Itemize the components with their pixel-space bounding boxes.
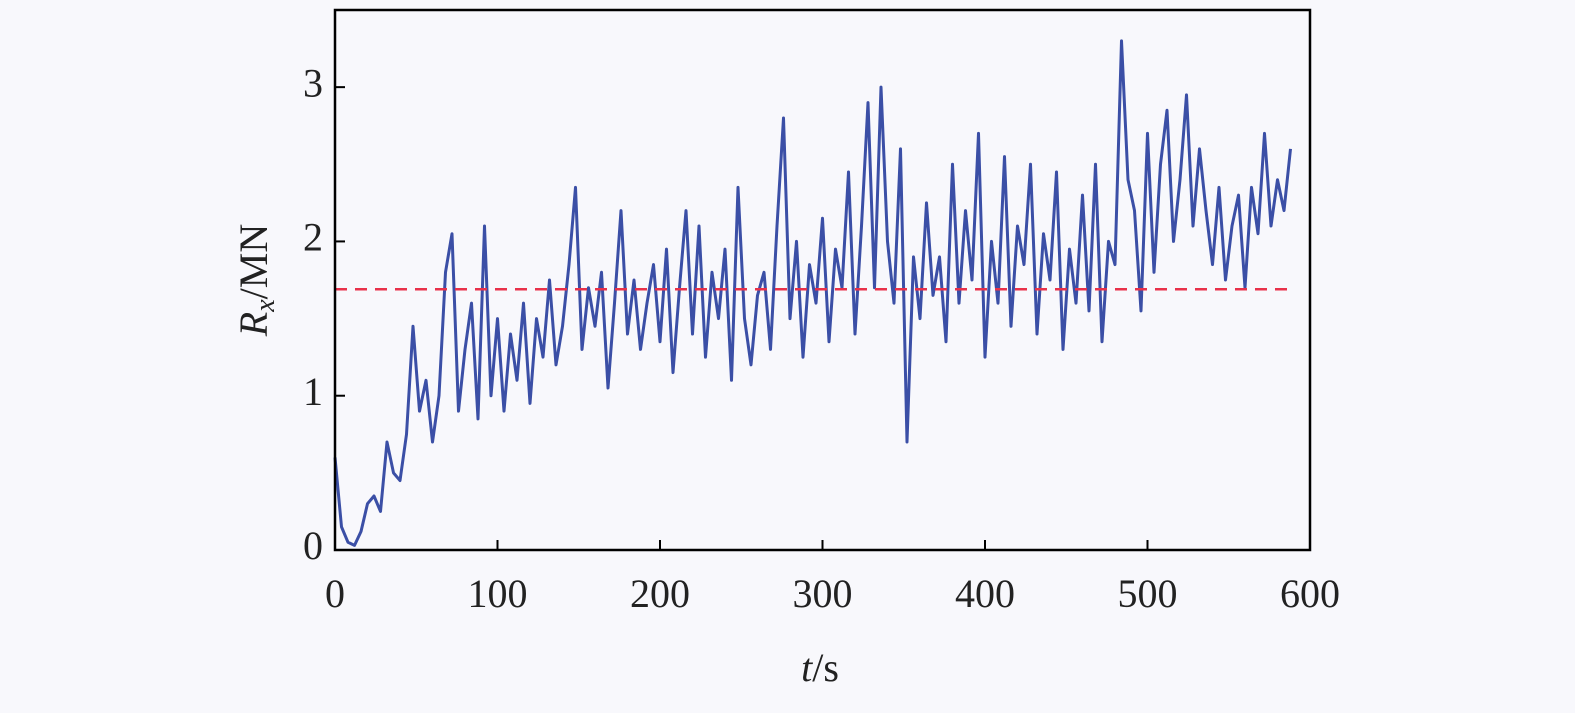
y-tick-label: 0 bbox=[303, 523, 323, 568]
y-label-symbol: R bbox=[231, 312, 276, 337]
x-tick-label: 100 bbox=[468, 571, 528, 616]
plot-frame bbox=[333, 8, 1312, 552]
x-axis-label: t/s bbox=[801, 645, 839, 690]
data-line bbox=[333, 39, 1292, 547]
x-label-unit: /s bbox=[812, 645, 839, 690]
x-tick-label: 0 bbox=[325, 571, 345, 616]
x-tick-label: 600 bbox=[1280, 571, 1340, 616]
y-tick-label: 1 bbox=[303, 369, 323, 414]
x-tick-label: 200 bbox=[630, 571, 690, 616]
x-label-symbol: t bbox=[801, 645, 813, 690]
y-label-subscript: x bbox=[250, 299, 281, 313]
y-tick-label: 3 bbox=[303, 60, 323, 105]
y-tick-label: 2 bbox=[303, 215, 323, 260]
x-tick-label: 300 bbox=[793, 571, 853, 616]
y-label-unit: /MN bbox=[231, 224, 276, 300]
x-tick-label: 500 bbox=[1118, 571, 1178, 616]
x-tick-label: 400 bbox=[955, 571, 1015, 616]
y-axis-label: Rx/MN bbox=[231, 224, 281, 337]
